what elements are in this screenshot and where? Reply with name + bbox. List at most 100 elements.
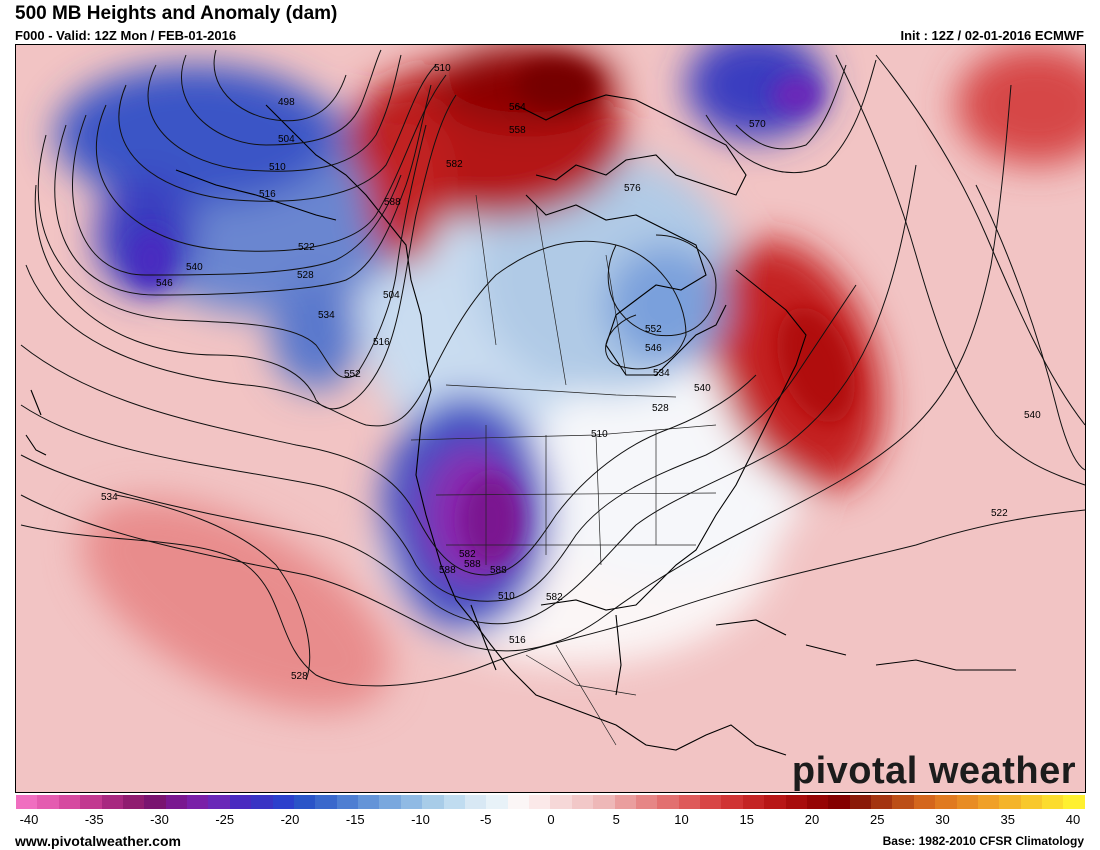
height-contours bbox=[20, 49, 1085, 687]
colorbar-swatch bbox=[529, 795, 551, 809]
colorbar-swatch bbox=[251, 795, 273, 809]
colorbar-swatch bbox=[785, 795, 807, 809]
contour-label: 510 bbox=[434, 63, 451, 74]
contour-label: 582 bbox=[546, 592, 563, 603]
colorbar bbox=[16, 795, 1085, 809]
contour-label: 516 bbox=[373, 337, 390, 348]
contour-label: 540 bbox=[694, 383, 711, 394]
contour-label: 534 bbox=[101, 492, 118, 503]
colorbar-tick-label: -20 bbox=[280, 812, 300, 827]
init-time: Init : 12Z / 02-01-2016 ECMWF bbox=[900, 28, 1085, 43]
colorbar-swatch bbox=[806, 795, 829, 809]
colorbar-swatch bbox=[422, 795, 444, 809]
contour-label: 582 bbox=[459, 549, 476, 560]
contour-label: 546 bbox=[156, 278, 173, 289]
colorbar-swatch bbox=[657, 795, 679, 809]
colorbar-tick-label: -25 bbox=[215, 812, 235, 827]
contour-label: 588 bbox=[384, 197, 401, 208]
colorbar-swatch bbox=[593, 795, 615, 809]
colorbar-swatch bbox=[764, 795, 786, 809]
colorbar-tick-label: 5 bbox=[612, 812, 620, 827]
colorbar-tick-label: -40 bbox=[19, 812, 39, 827]
political-borders bbox=[410, 194, 717, 746]
colorbar-swatch bbox=[122, 795, 145, 809]
watermark: pivotal weather bbox=[791, 750, 1076, 792]
contour-label: 588 bbox=[439, 565, 456, 576]
colorbar-swatch bbox=[614, 795, 636, 809]
colorbar-swatch bbox=[742, 795, 765, 809]
colorbar-tick-label: 10 bbox=[674, 812, 689, 827]
anomaly-cores bbox=[129, 60, 855, 565]
colorbar-swatch bbox=[956, 795, 978, 809]
colorbar-swatch bbox=[336, 795, 358, 809]
contour-label: 540 bbox=[186, 262, 203, 273]
contour-label: 546 bbox=[645, 343, 662, 354]
colorbar-swatch bbox=[358, 795, 380, 809]
valid-time: F000 - Valid: 12Z Mon / FEB-01-2016 bbox=[15, 28, 237, 43]
coastlines bbox=[25, 94, 1016, 756]
colorbar-tick-label: 15 bbox=[739, 812, 754, 827]
colorbar-swatch bbox=[187, 795, 209, 809]
contour-labels: 498 504 510 516 522 528 534 540 546 552 … bbox=[101, 63, 1041, 682]
contour-label: 510 bbox=[269, 162, 286, 173]
colorbar-tick-label: -5 bbox=[479, 812, 492, 827]
colorbar-tick-label: 25 bbox=[870, 812, 885, 827]
colorbar-swatch bbox=[16, 795, 38, 809]
map-panel: 498 504 510 516 522 528 534 540 546 552 … bbox=[15, 44, 1086, 793]
colorbar-swatch bbox=[1020, 795, 1042, 809]
contour-label: 540 bbox=[1024, 410, 1041, 421]
colorbar-swatch bbox=[208, 795, 230, 809]
colorbar-swatch bbox=[635, 795, 658, 809]
colorbar-swatch bbox=[678, 795, 700, 809]
contour-label: 516 bbox=[259, 189, 276, 200]
anomaly-map: 498 504 510 516 522 528 534 540 546 552 … bbox=[16, 45, 1085, 792]
colorbar-tick-label: 0 bbox=[547, 812, 555, 827]
colorbar-swatch bbox=[571, 795, 594, 809]
colorbar-tick-label: 40 bbox=[1065, 812, 1081, 827]
contour-label: 588 bbox=[464, 559, 481, 570]
colorbar-swatch bbox=[379, 795, 401, 809]
colorbar-swatch bbox=[1063, 795, 1085, 809]
colorbar-swatch bbox=[58, 795, 81, 809]
colorbar-swatch bbox=[849, 795, 871, 809]
contour-label: 510 bbox=[498, 591, 515, 602]
colorbar-swatch bbox=[913, 795, 936, 809]
colorbar-swatch bbox=[229, 795, 252, 809]
colorbar-swatch bbox=[977, 795, 1000, 809]
colorbar-ticks: -40 -35 -30 -25 -20 -15 -10 -5 0 5 10 15 20 25 30 35 40 bbox=[0, 812, 1100, 830]
contour-label: 528 bbox=[652, 403, 669, 414]
contour-label: 504 bbox=[278, 134, 295, 145]
contour-label: 582 bbox=[446, 159, 463, 170]
colorbar-swatch bbox=[486, 795, 508, 809]
contour-label: 570 bbox=[749, 119, 766, 130]
colorbar-swatch bbox=[464, 795, 487, 809]
colorbar-tick-label: -10 bbox=[411, 812, 430, 827]
website-url[interactable]: www.pivotalweather.com bbox=[15, 833, 181, 849]
contour-label: 534 bbox=[318, 310, 335, 321]
colorbar-swatch bbox=[828, 795, 850, 809]
contour-label: 564 bbox=[509, 102, 526, 113]
contour-label: 510 bbox=[591, 429, 608, 440]
colorbar-swatch bbox=[400, 795, 423, 809]
colorbar-tick-label: -15 bbox=[345, 812, 365, 827]
colorbar-swatch bbox=[165, 795, 187, 809]
contour-label: 528 bbox=[291, 671, 308, 682]
contour-label: 504 bbox=[383, 290, 400, 301]
colorbar-swatch bbox=[721, 795, 743, 809]
colorbar-swatch bbox=[272, 795, 294, 809]
contour-label: 588 bbox=[490, 565, 507, 576]
colorbar-swatch bbox=[550, 795, 572, 809]
colorbar-swatch bbox=[935, 795, 957, 809]
colorbar-tick-label: 20 bbox=[804, 812, 820, 827]
climatology-note: Base: 1982-2010 CFSR Climatology bbox=[882, 834, 1084, 848]
contour-label: 522 bbox=[991, 508, 1008, 519]
colorbar-tick-label: 30 bbox=[935, 812, 950, 827]
contour-label: 522 bbox=[298, 242, 315, 253]
map-title: 500 MB Heights and Anomaly (dam) bbox=[15, 3, 338, 24]
colorbar-swatch bbox=[37, 795, 59, 809]
colorbar-swatch bbox=[999, 795, 1021, 809]
colorbar-swatch bbox=[443, 795, 465, 809]
colorbar-swatch bbox=[80, 795, 102, 809]
contour-label: 558 bbox=[509, 125, 526, 136]
colorbar-swatch bbox=[507, 795, 529, 809]
